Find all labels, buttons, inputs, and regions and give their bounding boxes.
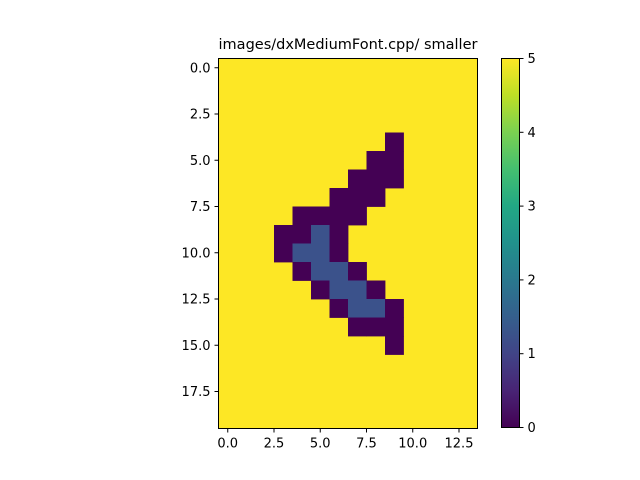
heatmap-cell	[385, 151, 404, 170]
heatmap-cell	[311, 206, 330, 226]
heatmap-cell	[329, 262, 349, 281]
colorbar: 0 1 2 3 4 5	[501, 52, 536, 436]
heatmap-cell	[311, 243, 330, 263]
y-tick-label: 2.5	[190, 108, 211, 123]
y-tick-label: 12.5	[182, 293, 211, 308]
x-tick-label: 7.5	[356, 437, 377, 452]
heatmap-cell	[366, 169, 386, 189]
heatmap-cell	[385, 299, 404, 318]
plot-frame	[218, 58, 478, 429]
y-tick-label: 5.0	[190, 154, 211, 169]
heatmap-cell	[292, 262, 312, 281]
colorbar-frame	[501, 58, 520, 428]
x-tick-label: 10.0	[398, 437, 427, 452]
x-tick-label: 2.5	[264, 437, 285, 452]
x-tick-label: 5.0	[310, 437, 331, 452]
heatmap-cell	[348, 317, 367, 337]
heatmap-cell	[274, 243, 293, 263]
heatmap-cell	[348, 299, 367, 318]
heatmap-cell	[329, 188, 349, 207]
heatmap-cell	[366, 317, 386, 337]
heatmap-cell	[348, 188, 367, 207]
heatmap-cell	[292, 206, 312, 226]
heatmap-cell	[329, 280, 349, 300]
x-tick-label: 12.5	[445, 437, 474, 452]
heatmap-cell	[366, 151, 386, 170]
heatmap-cell	[366, 280, 386, 300]
y-tick-label: 17.5	[182, 385, 211, 400]
heatmap-cells	[218, 58, 478, 429]
colorbar-tick-label: 2	[528, 273, 536, 288]
heatmap-cell	[348, 169, 367, 189]
colorbar-tick-label: 4	[528, 126, 536, 141]
heatmap-cell	[329, 243, 349, 263]
heatmap-cell	[329, 299, 349, 318]
heatmap-cell	[385, 132, 404, 152]
heatmap-cell	[311, 280, 330, 300]
colorbar-tick-label: 0	[528, 421, 536, 436]
y-tick-label: 15.0	[182, 339, 211, 354]
heatmap-cell	[348, 262, 367, 281]
y-tick-label: 7.5	[190, 200, 211, 215]
colorbar-gradient	[501, 58, 520, 428]
heatmap-cell	[385, 169, 404, 189]
heatmap-cell	[366, 188, 386, 207]
x-tick-label: 0.0	[217, 437, 238, 452]
heatmap-cell	[329, 206, 349, 226]
heatmap-cell	[311, 262, 330, 281]
heatmap-cell	[348, 280, 367, 300]
heatmap-cell	[311, 225, 330, 244]
heatmap-cell	[292, 243, 312, 263]
colorbar-tick-label: 5	[528, 52, 536, 67]
heatmap-cell	[385, 336, 404, 355]
y-tick-label: 0.0	[190, 61, 211, 76]
x-axis: 0.0 2.5 5.0 7.5 10.0 12.5	[217, 428, 474, 452]
chart-title: images/dxMediumFont.cpp/ smaller	[219, 37, 478, 53]
heatmap-cell	[274, 225, 293, 244]
heatmap-cell	[366, 299, 386, 318]
y-axis: 0.0 2.5 5.0 7.5 10.0 12.5 15.0 17.5	[182, 61, 219, 400]
colorbar-tick-label: 1	[528, 347, 536, 362]
heatmap-cell	[292, 225, 312, 244]
y-tick-label: 10.0	[182, 246, 211, 261]
heatmap-cell	[348, 206, 367, 226]
heatmap-cell	[385, 317, 404, 337]
colorbar-tick-label: 3	[528, 200, 536, 215]
heatmap-cell	[329, 225, 349, 244]
